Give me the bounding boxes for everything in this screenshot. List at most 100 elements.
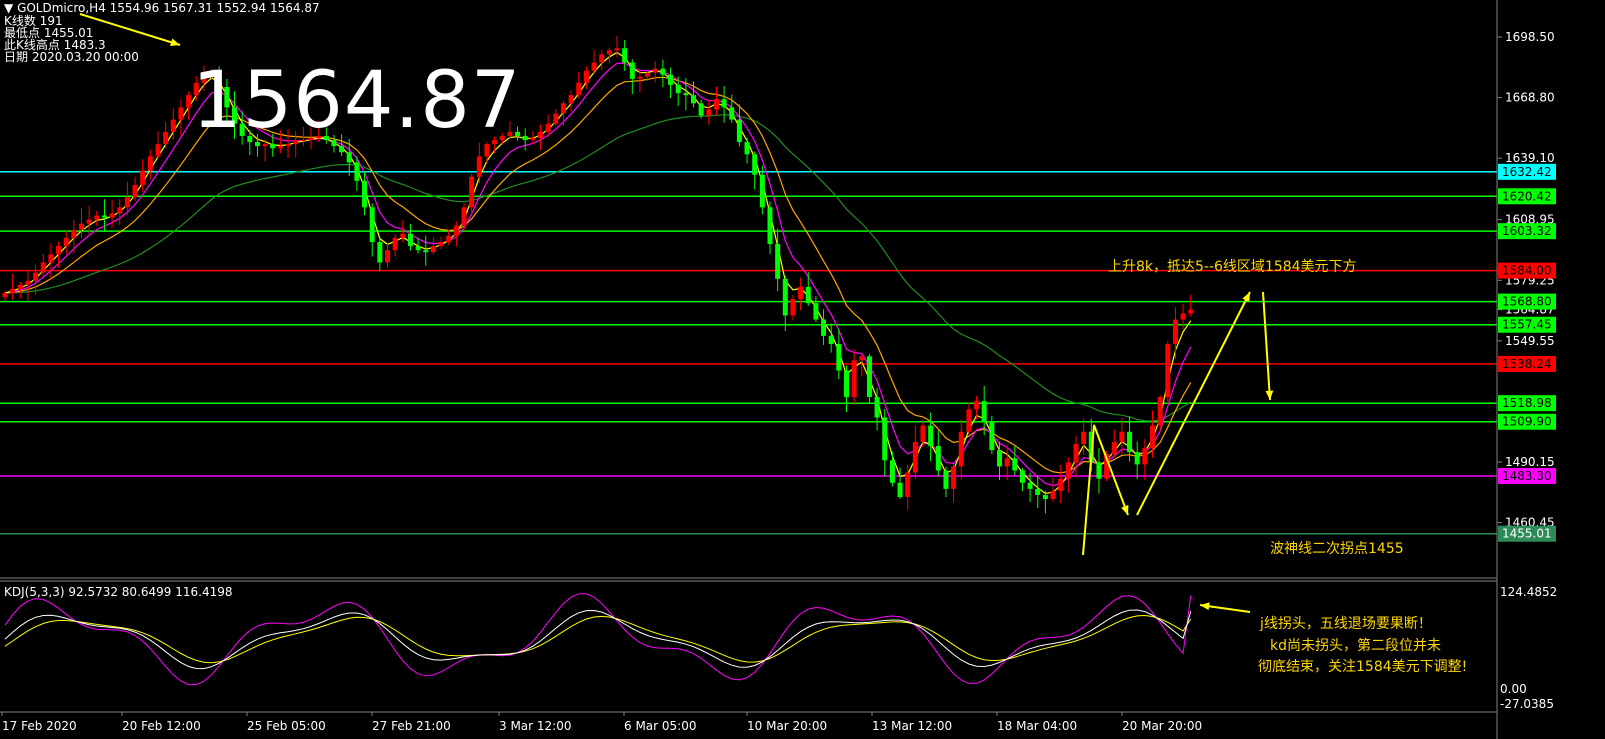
candle-body	[224, 86, 230, 108]
candle-body	[1104, 454, 1110, 479]
header-pointer-arrow-head	[170, 38, 180, 46]
candle-body	[155, 144, 161, 157]
time-tick-label: 20 Mar 20:00	[1122, 719, 1202, 733]
candle-body	[553, 113, 559, 124]
zigzag-arrow	[1082, 424, 1129, 556]
level-label-box	[1498, 293, 1556, 310]
kdj-axis: 124.4852 0.00-27.0385	[1500, 585, 1557, 711]
candle-body	[1081, 431, 1087, 444]
time-tick-label: 20 Feb 12:00	[122, 719, 201, 733]
candle-body	[836, 344, 842, 371]
candle-body	[232, 107, 237, 124]
candle-body	[385, 250, 390, 263]
candle-body	[63, 237, 69, 247]
candle-body	[247, 135, 253, 143]
level-label: 1483.30	[1502, 469, 1552, 483]
big-price: 1564.87	[192, 56, 522, 146]
time-axis: 17 Feb 2020 20 Feb 12:00 25 Feb 05:00 27 Fe…	[1, 712, 1202, 733]
candle-body	[1050, 490, 1056, 500]
candle-body	[683, 93, 689, 96]
candle-body	[354, 162, 360, 181]
symbol-line: ▼ GOLDmicro,H4 1554.96 1567.31 1552.94 1…	[4, 2, 320, 14]
candle-body	[400, 233, 406, 238]
candle-body	[216, 70, 222, 87]
candle-body	[828, 335, 834, 345]
kdj-plot	[4, 593, 1192, 686]
candle-body	[629, 62, 635, 79]
candle-body	[71, 229, 77, 238]
candle-body	[736, 119, 742, 143]
candle-body	[339, 146, 345, 153]
candle-body	[124, 197, 130, 208]
level-lines	[0, 171, 1497, 535]
candle-body	[101, 215, 107, 218]
collapse-triangle-icon[interactable]: ▼	[4, 1, 14, 15]
candle-body	[186, 95, 192, 108]
candle-body	[2, 293, 8, 298]
info-high: 此K线高点 1483.3	[4, 38, 106, 52]
candle-body	[377, 242, 383, 263]
level-label-box	[1498, 525, 1556, 542]
candle-body	[323, 135, 329, 141]
candle-body	[1180, 313, 1186, 320]
candle-body	[392, 237, 398, 251]
candle-body	[591, 62, 597, 71]
candle-body	[889, 460, 895, 483]
candle-body	[912, 441, 918, 473]
level-label: 1518.98	[1502, 396, 1552, 410]
price-tick-label: 1639.10	[1505, 151, 1555, 165]
candle-body	[568, 95, 574, 104]
candle-body	[40, 262, 46, 273]
level-label: 1538.24	[1502, 357, 1552, 371]
level-label: 1509.90	[1502, 415, 1552, 429]
candle-body	[140, 170, 146, 185]
candle-body	[262, 144, 268, 147]
candle-body	[989, 421, 995, 451]
level-label-box	[1498, 413, 1556, 430]
candle-body	[614, 48, 620, 51]
kdj-k-line	[4, 609, 1192, 670]
candle-body	[209, 70, 215, 75]
candle-body	[530, 137, 536, 141]
candle-body	[308, 137, 314, 141]
candle-body	[1035, 488, 1041, 495]
candle-body	[346, 152, 352, 163]
candle-body	[645, 72, 651, 77]
candle-body	[132, 184, 138, 198]
candle-body	[33, 272, 39, 281]
candle-body	[1096, 462, 1102, 479]
candle-body	[966, 409, 972, 432]
candle-body	[56, 246, 62, 255]
candle-body	[1165, 344, 1171, 398]
kdj-note-3: 彻底结束，关注1584美元下调整!	[1258, 659, 1468, 675]
candle-body	[1150, 425, 1155, 449]
candle-body	[606, 50, 612, 55]
info-date: 日期 2020.03.20 00:00	[4, 50, 139, 64]
candle-body	[239, 123, 245, 136]
candle-body	[117, 207, 123, 214]
candle-body	[1065, 462, 1071, 479]
candle-body	[362, 180, 368, 208]
candle-body	[943, 470, 949, 489]
level-label: 1584.00	[1502, 264, 1552, 278]
candle-body	[538, 131, 543, 138]
zigzag-arrow-head	[1121, 505, 1129, 515]
candle-body	[1134, 452, 1140, 465]
candle-body	[1042, 494, 1048, 500]
candle-body	[79, 223, 84, 230]
candle-body	[407, 233, 413, 247]
candle-body	[821, 319, 827, 336]
level-label-box	[1498, 223, 1556, 240]
time-tick-label: 25 Feb 05:00	[247, 719, 326, 733]
candle-body	[859, 356, 865, 361]
candle-body	[507, 131, 513, 136]
candle-body	[17, 284, 23, 289]
kdj-note-1: j线拐头，五线退场要果断！	[1260, 616, 1432, 632]
candle-body	[201, 74, 207, 83]
candle-body	[652, 68, 658, 73]
candle-body	[729, 107, 735, 120]
candle-body	[109, 213, 115, 218]
symbol-ohlc: GOLDmicro,H4 1554.96 1567.31 1552.94 156…	[17, 1, 320, 15]
candle-body	[285, 144, 291, 147]
